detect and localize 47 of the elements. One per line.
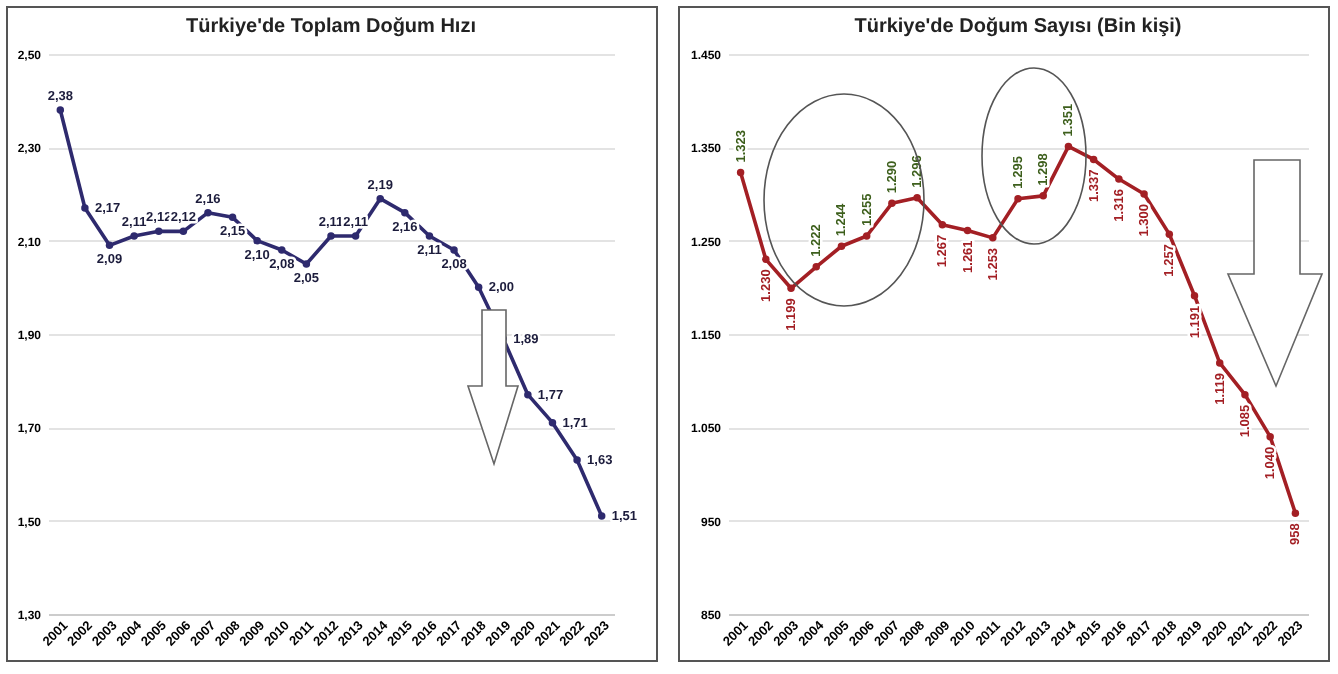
point — [762, 255, 770, 264]
point — [1115, 175, 1123, 183]
point — [155, 227, 163, 236]
point — [1291, 509, 1300, 517]
point — [1140, 190, 1148, 198]
point — [787, 284, 795, 292]
point — [81, 204, 89, 212]
point — [938, 221, 947, 229]
point — [179, 227, 188, 236]
point — [812, 263, 820, 271]
point — [548, 418, 557, 427]
point — [105, 241, 114, 250]
point — [1266, 432, 1274, 441]
point — [253, 236, 261, 245]
point — [989, 234, 997, 242]
point — [913, 194, 921, 202]
chart-title: Türkiye'de Doğum Sayısı (Bin kişi) — [854, 16, 1182, 38]
point — [597, 512, 606, 520]
point — [278, 246, 286, 254]
point — [1216, 359, 1224, 367]
chart-title: Türkiye'de Toplam Doğum Hızı — [186, 16, 477, 38]
point — [228, 213, 237, 222]
point — [1039, 192, 1047, 200]
point — [837, 242, 846, 250]
point — [351, 232, 360, 240]
point — [1089, 155, 1098, 164]
point — [450, 246, 458, 254]
point — [474, 283, 483, 292]
point — [1165, 230, 1174, 238]
point — [1241, 390, 1249, 399]
point — [1064, 142, 1073, 151]
point — [1014, 194, 1022, 203]
point — [327, 232, 335, 240]
point — [888, 199, 896, 208]
point — [130, 232, 138, 240]
point — [963, 226, 972, 235]
point — [425, 232, 434, 240]
point — [302, 260, 311, 268]
point — [1190, 292, 1199, 300]
point — [862, 232, 871, 240]
point — [401, 208, 409, 217]
point — [573, 456, 581, 464]
point — [524, 390, 532, 399]
point — [736, 168, 745, 177]
point — [204, 208, 212, 217]
point — [376, 194, 384, 203]
point — [56, 106, 65, 114]
